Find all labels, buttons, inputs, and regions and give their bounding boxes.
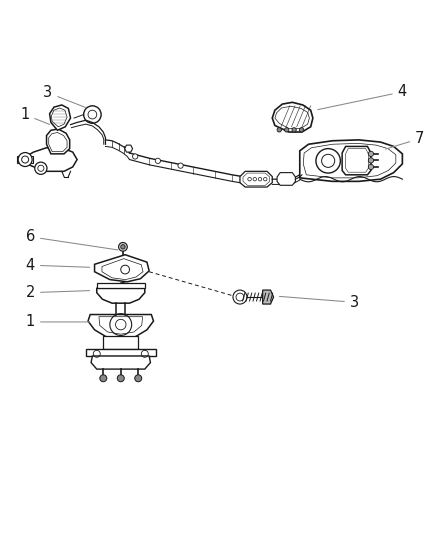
Circle shape xyxy=(178,163,183,168)
Polygon shape xyxy=(240,171,272,187)
Circle shape xyxy=(155,158,160,164)
Polygon shape xyxy=(17,157,33,163)
Circle shape xyxy=(316,149,340,173)
Circle shape xyxy=(84,106,101,123)
Polygon shape xyxy=(25,148,77,171)
Text: 4: 4 xyxy=(318,84,407,110)
Circle shape xyxy=(368,158,374,163)
Polygon shape xyxy=(263,290,274,304)
Polygon shape xyxy=(46,129,70,154)
Text: 4: 4 xyxy=(26,257,90,273)
Text: 1: 1 xyxy=(20,107,49,124)
Polygon shape xyxy=(272,102,313,132)
Polygon shape xyxy=(342,147,371,175)
Polygon shape xyxy=(277,173,295,185)
Circle shape xyxy=(299,128,304,132)
Text: 3: 3 xyxy=(43,85,85,108)
Circle shape xyxy=(135,375,142,382)
Circle shape xyxy=(368,151,374,157)
Polygon shape xyxy=(95,255,149,282)
Text: 3: 3 xyxy=(279,295,359,310)
Text: 2: 2 xyxy=(26,285,90,300)
Text: 1: 1 xyxy=(26,314,90,329)
Circle shape xyxy=(21,156,28,163)
Circle shape xyxy=(285,128,289,132)
Polygon shape xyxy=(86,350,155,356)
Circle shape xyxy=(119,243,127,251)
Polygon shape xyxy=(49,105,71,130)
Circle shape xyxy=(292,128,296,132)
Text: 7: 7 xyxy=(385,131,424,149)
Circle shape xyxy=(100,375,107,382)
Circle shape xyxy=(368,164,374,169)
Circle shape xyxy=(18,152,32,166)
Polygon shape xyxy=(91,356,150,369)
Circle shape xyxy=(38,165,44,171)
Polygon shape xyxy=(97,283,145,288)
Circle shape xyxy=(117,375,124,382)
Circle shape xyxy=(133,154,138,159)
Polygon shape xyxy=(97,288,145,303)
Circle shape xyxy=(277,128,282,132)
Polygon shape xyxy=(300,140,403,181)
Polygon shape xyxy=(88,314,153,338)
Polygon shape xyxy=(125,145,133,152)
Circle shape xyxy=(121,245,125,249)
Text: 6: 6 xyxy=(26,229,118,250)
Circle shape xyxy=(35,162,47,174)
Polygon shape xyxy=(103,336,138,350)
Circle shape xyxy=(233,290,247,304)
